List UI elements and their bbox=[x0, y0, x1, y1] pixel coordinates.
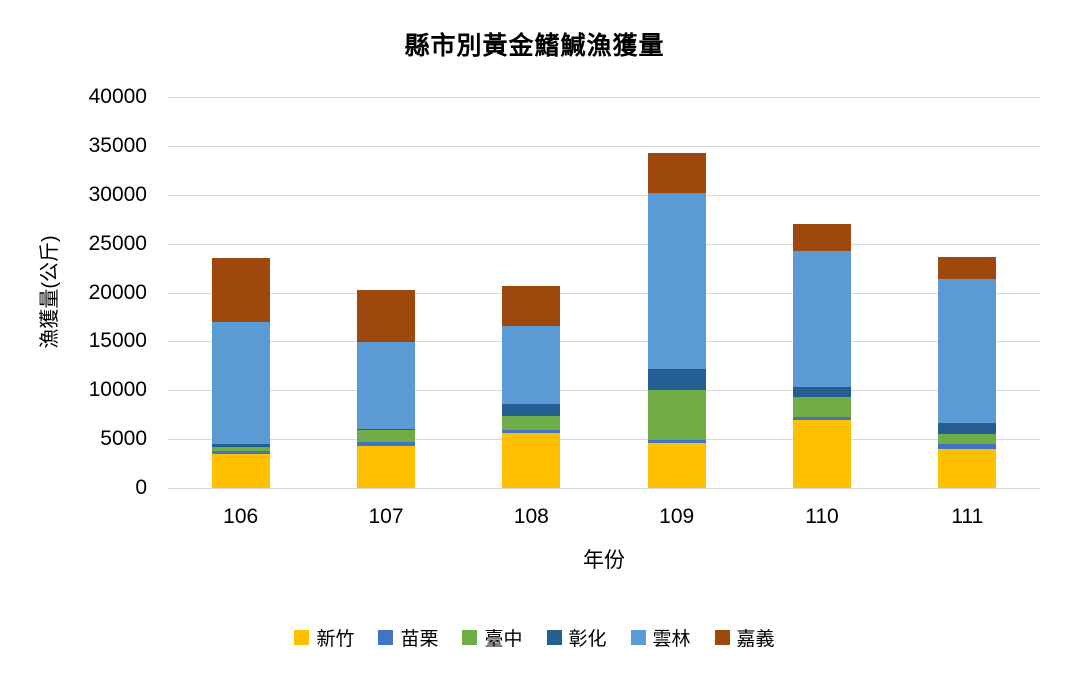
x-tick-label: 111 bbox=[951, 505, 984, 528]
x-tick-label: 106 bbox=[223, 505, 259, 528]
x-tick-label: 110 bbox=[805, 505, 839, 528]
y-tick-label: 20000 bbox=[88, 280, 147, 304]
gridline bbox=[168, 97, 1040, 98]
y-tick-label: 10000 bbox=[88, 378, 147, 402]
x-axis-tick-labels: 106 107 108 109 110 111 bbox=[168, 504, 1040, 532]
bar-segment-苗栗 bbox=[211, 450, 270, 454]
legend-swatch bbox=[714, 630, 730, 645]
legend-swatch bbox=[462, 630, 478, 645]
x-axis-line bbox=[168, 488, 1040, 489]
bar-segment-臺中 bbox=[211, 446, 270, 451]
bar-segment-彰化 bbox=[647, 368, 706, 391]
bar-segment-雲林 bbox=[793, 251, 851, 388]
y-tick-label: 5000 bbox=[100, 427, 147, 451]
legend-label: 苗栗 bbox=[400, 629, 439, 650]
bar-segment-嘉義 bbox=[357, 289, 415, 343]
gridline bbox=[168, 390, 1040, 392]
y-tick-label: 35000 bbox=[88, 133, 147, 157]
bar-segment-臺中 bbox=[647, 390, 706, 441]
y-tick-label: 30000 bbox=[88, 182, 147, 206]
legend-item-彰化: 彰化 bbox=[546, 624, 607, 651]
legend-label: 新竹 bbox=[316, 629, 355, 650]
legend-swatch bbox=[546, 630, 562, 645]
x-axis-title: 年份 bbox=[583, 549, 625, 572]
gridline bbox=[168, 341, 1040, 343]
bar-segment-新竹 bbox=[211, 453, 270, 488]
bar-segment-苗栗 bbox=[357, 442, 415, 446]
bar-segment-臺中 bbox=[502, 415, 561, 431]
legend-item-臺中: 臺中 bbox=[462, 624, 523, 651]
x-tick-label: 108 bbox=[513, 505, 549, 528]
bar-segment-新竹 bbox=[357, 445, 415, 488]
bar-segment-苗栗 bbox=[793, 416, 851, 420]
bar-segment-新竹 bbox=[793, 419, 851, 488]
legend-swatch bbox=[630, 630, 646, 645]
legend-item-苗栗: 苗栗 bbox=[378, 624, 438, 651]
bar-segment-苗栗 bbox=[647, 440, 706, 444]
plot-area bbox=[168, 97, 1040, 489]
legend-item-新竹: 新竹 bbox=[294, 624, 354, 651]
bar-segment-雲林 bbox=[211, 321, 270, 445]
bar-segment-雲林 bbox=[938, 278, 997, 423]
y-tick-label: 0 bbox=[135, 476, 147, 499]
gridline bbox=[168, 194, 1040, 196]
bar-segment-苗栗 bbox=[938, 444, 997, 449]
legend-item-雲林: 雲林 bbox=[630, 624, 691, 651]
bar-segment-臺中 bbox=[793, 397, 851, 417]
bar-segment-彰化 bbox=[357, 429, 415, 431]
gridline bbox=[168, 439, 1040, 441]
bar-segment-新竹 bbox=[938, 448, 997, 488]
legend-swatch bbox=[378, 630, 394, 645]
bar-segment-雲林 bbox=[502, 325, 561, 404]
bar-segment-彰化 bbox=[793, 387, 851, 398]
bar-segment-臺中 bbox=[357, 430, 415, 443]
bar-segment-嘉義 bbox=[502, 285, 561, 326]
legend-swatch bbox=[294, 630, 310, 645]
legend-label: 彰化 bbox=[568, 629, 607, 650]
bar-segment-嘉義 bbox=[647, 152, 706, 193]
gridline bbox=[168, 292, 1040, 294]
legend-label: 臺中 bbox=[484, 629, 523, 650]
y-tick-label: 15000 bbox=[88, 329, 147, 353]
bar-segment-嘉義 bbox=[793, 224, 851, 252]
x-tick-label: 107 bbox=[368, 505, 404, 528]
legend: 新竹 苗栗 臺中 彰化 雲林 嘉義 bbox=[0, 624, 1069, 651]
bar-segment-苗栗 bbox=[502, 430, 561, 434]
bar-segment-雲林 bbox=[357, 342, 415, 430]
gridline bbox=[168, 243, 1040, 245]
y-tick-label: 25000 bbox=[88, 231, 147, 255]
bar-segment-嘉義 bbox=[211, 258, 270, 322]
gridline bbox=[168, 145, 1040, 147]
legend-label: 嘉義 bbox=[736, 629, 775, 650]
bar-segment-雲林 bbox=[647, 192, 706, 369]
bar-segment-新竹 bbox=[502, 433, 561, 488]
bar-segment-彰化 bbox=[502, 403, 561, 416]
chart-title: 縣市別黃金鰭鰔漁獲量 bbox=[404, 32, 665, 60]
bar-segment-彰化 bbox=[211, 444, 270, 447]
y-tick-label: 40000 bbox=[88, 85, 147, 108]
legend-label: 雲林 bbox=[652, 629, 691, 650]
bar-segment-嘉義 bbox=[938, 257, 997, 279]
bar-segment-新竹 bbox=[647, 443, 706, 488]
bar-segment-彰化 bbox=[938, 422, 997, 435]
bar-segment-臺中 bbox=[938, 434, 997, 445]
y-axis-tick-labels: 0 5000 10000 15000 20000 25000 30000 35000 40000 bbox=[0, 85, 155, 499]
legend-item-嘉義: 嘉義 bbox=[714, 624, 775, 651]
x-tick-label: 109 bbox=[659, 505, 695, 528]
